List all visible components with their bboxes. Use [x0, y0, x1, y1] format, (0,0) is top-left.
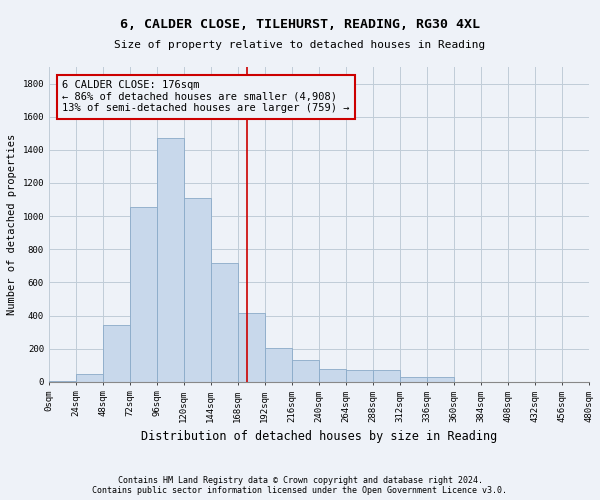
- Text: 6, CALDER CLOSE, TILEHURST, READING, RG30 4XL: 6, CALDER CLOSE, TILEHURST, READING, RG3…: [120, 18, 480, 30]
- Text: Contains HM Land Registry data © Crown copyright and database right 2024.: Contains HM Land Registry data © Crown c…: [118, 476, 482, 485]
- Bar: [292, 360, 319, 382]
- Bar: [103, 326, 130, 382]
- Bar: [130, 207, 157, 382]
- Bar: [157, 138, 184, 382]
- Bar: [400, 377, 427, 382]
- Bar: [49, 381, 76, 382]
- Bar: [319, 370, 346, 382]
- Y-axis label: Number of detached properties: Number of detached properties: [7, 134, 17, 315]
- Bar: [184, 198, 211, 382]
- X-axis label: Distribution of detached houses by size in Reading: Distribution of detached houses by size …: [140, 430, 497, 443]
- Text: Size of property relative to detached houses in Reading: Size of property relative to detached ho…: [115, 40, 485, 50]
- Bar: [373, 370, 400, 382]
- Text: Contains public sector information licensed under the Open Government Licence v3: Contains public sector information licen…: [92, 486, 508, 495]
- Bar: [76, 374, 103, 382]
- Bar: [265, 348, 292, 382]
- Bar: [238, 313, 265, 382]
- Bar: [346, 370, 373, 382]
- Bar: [211, 262, 238, 382]
- Bar: [427, 377, 454, 382]
- Text: 6 CALDER CLOSE: 176sqm
← 86% of detached houses are smaller (4,908)
13% of semi-: 6 CALDER CLOSE: 176sqm ← 86% of detached…: [62, 80, 350, 114]
